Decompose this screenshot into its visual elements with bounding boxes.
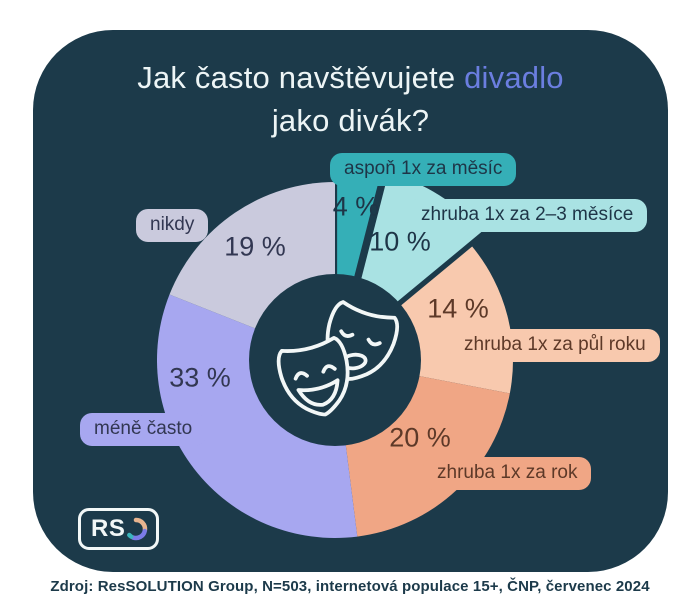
title-prefix: Jak často navštěvujete — [137, 60, 456, 95]
slice-label-badge-6: nikdy — [136, 209, 209, 242]
ressolution-logo: RS — [78, 508, 160, 550]
slice-label-badge-4: zhruba 1x za rok — [423, 457, 592, 490]
slice-label-badge-3: zhruba 1x za půl roku — [450, 329, 660, 362]
slice-label-badge-1: aspoň 1x za měsíc — [330, 153, 517, 186]
percent-label-6: 19 % — [224, 231, 286, 262]
logo-text: RS — [91, 515, 126, 542]
logo-arc-icon — [127, 517, 148, 541]
slice-label-badge-2: zhruba 1x za 2–3 měsíce — [407, 199, 648, 232]
slice-label-badge-5: méně často — [80, 413, 207, 446]
percent-label-3: 14 % — [427, 293, 489, 324]
percent-label-4: 20 % — [389, 422, 451, 453]
source-text: Zdroj: ResSOLUTION Group, N=503, interne… — [50, 578, 650, 595]
title-line2: jako divák? — [271, 103, 430, 138]
theater-masks-icon — [276, 300, 400, 417]
title-highlight: divadlo — [464, 60, 564, 95]
percent-label-1: 4 % — [332, 191, 380, 222]
percent-label-5: 33 % — [169, 362, 231, 393]
chart-title: Jak často navštěvujete divadlo jako divá… — [33, 56, 668, 142]
